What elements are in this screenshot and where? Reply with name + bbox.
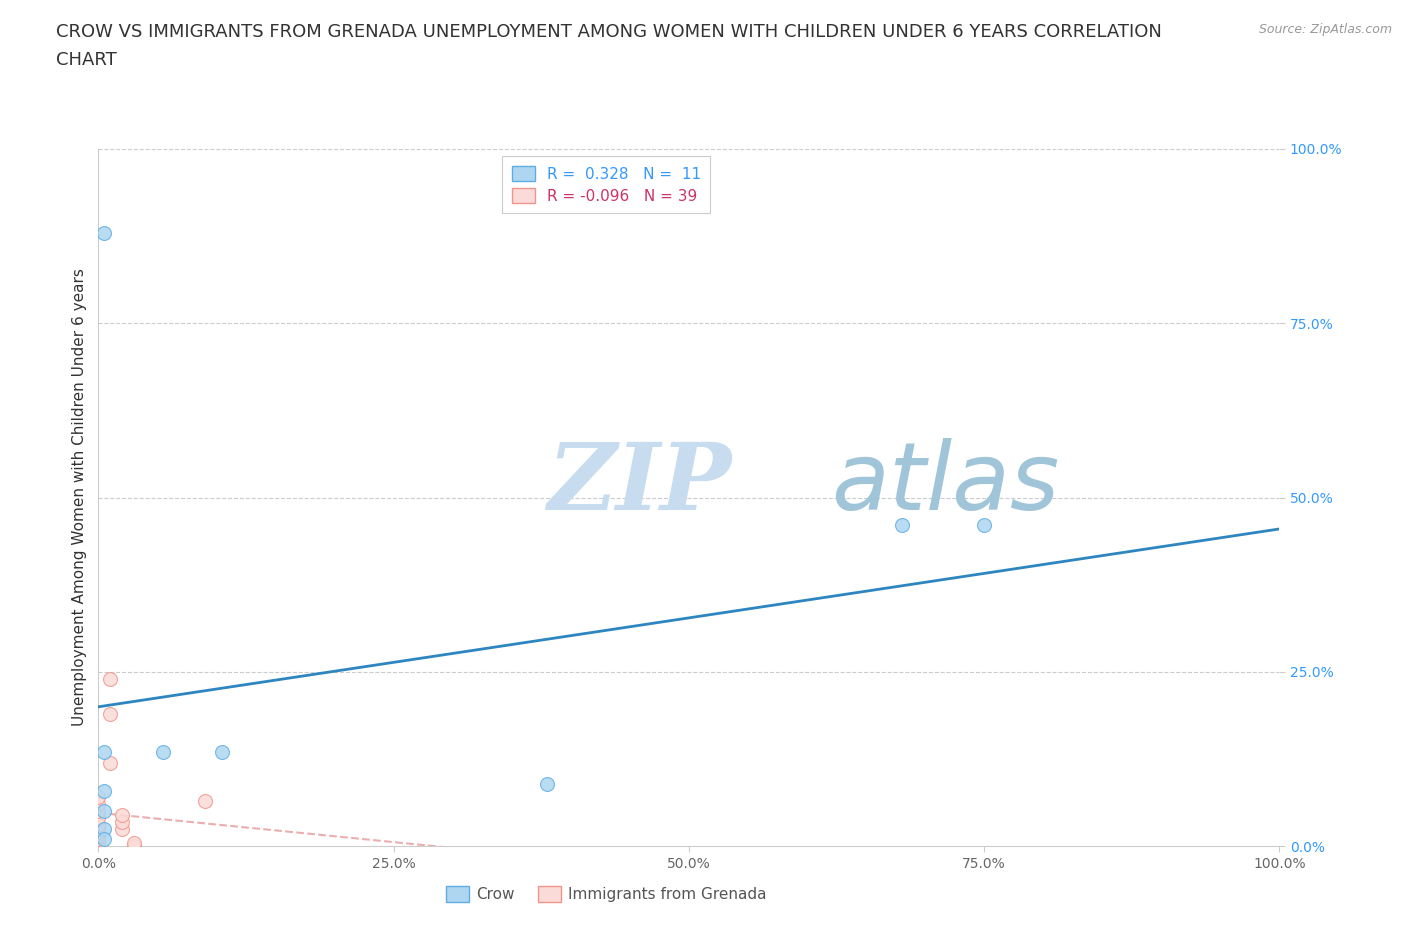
Point (87, 832, 110, 847)
Point (536, 776, 558, 790)
Point (87, 835, 110, 850)
Point (122, 839, 145, 854)
Point (87, 839, 110, 854)
Point (122, 835, 145, 850)
Point (93, 225, 115, 240)
Point (152, 745, 174, 760)
Point (98, 707, 121, 722)
Point (111, 807, 134, 822)
Point (93, 821, 115, 836)
Point (87, 790, 110, 805)
Text: atlas: atlas (831, 438, 1059, 529)
Point (111, 821, 134, 836)
Point (87, 797, 110, 812)
Point (211, 745, 233, 760)
Point (87, 839, 110, 854)
Point (93, 783, 115, 798)
Point (87, 818, 110, 833)
Point (87, 839, 110, 854)
Point (87, 804, 110, 819)
Point (87, 839, 110, 854)
Point (87, 839, 110, 854)
Point (87, 835, 110, 850)
Point (93, 745, 115, 760)
Point (87, 825, 110, 840)
Point (87, 839, 110, 854)
Text: Source: ZipAtlas.com: Source: ZipAtlas.com (1258, 23, 1392, 36)
Point (87, 818, 110, 833)
Text: CROW VS IMMIGRANTS FROM GRENADA UNEMPLOYMENT AMONG WOMEN WITH CHILDREN UNDER 6 Y: CROW VS IMMIGRANTS FROM GRENADA UNEMPLOY… (56, 23, 1163, 41)
Point (87, 839, 110, 854)
Point (111, 815, 134, 830)
Point (87, 839, 110, 854)
Point (973, 518, 995, 533)
Legend: Crow, Immigrants from Grenada: Crow, Immigrants from Grenada (440, 880, 773, 909)
Point (93, 832, 115, 847)
Point (87, 839, 110, 854)
Text: CHART: CHART (56, 51, 117, 69)
Point (87, 839, 110, 854)
Point (87, 839, 110, 854)
Point (98, 755, 121, 770)
Point (194, 793, 217, 808)
Point (87, 832, 110, 847)
Point (87, 811, 110, 826)
Point (890, 518, 912, 533)
Text: ZIP: ZIP (547, 439, 731, 528)
Point (87, 829, 110, 844)
Point (87, 839, 110, 854)
Point (87, 821, 110, 836)
Point (98, 671, 121, 686)
Point (93, 804, 115, 819)
Point (87, 829, 110, 844)
Y-axis label: Unemployment Among Women with Children Under 6 years: Unemployment Among Women with Children U… (72, 269, 87, 726)
Point (87, 839, 110, 854)
Point (87, 821, 110, 836)
Point (87, 839, 110, 854)
Point (87, 839, 110, 854)
